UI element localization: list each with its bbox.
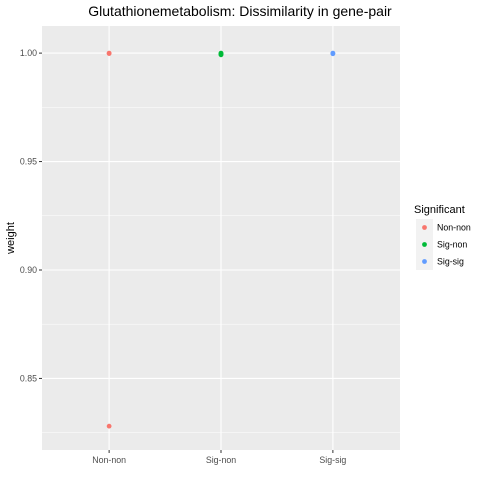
- legend: Significant Non-non Sig-non Sig-sig: [414, 204, 471, 270]
- legend-key-point: [422, 259, 427, 264]
- x-tick-label: Sig-sig: [319, 455, 346, 465]
- data-points: [106, 50, 336, 429]
- legend-key-point: [422, 225, 427, 230]
- data-point: [106, 423, 112, 429]
- x-tick-label: Non-non: [92, 455, 126, 465]
- y-axis-title: weight: [5, 222, 17, 255]
- x-axis: Non-non Sig-non Sig-sig: [92, 450, 346, 465]
- chart-title: Glutathionemetabolism: Dissimilarity in …: [88, 3, 392, 19]
- y-tick-label: 0.85: [20, 373, 37, 383]
- legend-label: Sig-sig: [437, 257, 464, 267]
- y-tick-label: 1.00: [20, 48, 37, 58]
- legend-key-point: [422, 242, 427, 247]
- y-tick-label: 0.90: [20, 265, 37, 275]
- legend-items: Non-non Sig-non Sig-sig: [416, 219, 471, 270]
- data-point: [106, 51, 112, 56]
- x-tick-label: Sig-non: [206, 455, 236, 465]
- data-point: [218, 51, 224, 56]
- legend-label: Non-non: [437, 223, 471, 233]
- legend-label: Sig-non: [437, 240, 467, 250]
- data-point: [330, 51, 336, 57]
- y-tick-label: 0.95: [20, 157, 37, 167]
- y-axis: 0.85 0.90 0.95 1.00: [20, 48, 42, 383]
- legend-title: Significant: [414, 204, 465, 216]
- major-gridlines: [42, 26, 400, 450]
